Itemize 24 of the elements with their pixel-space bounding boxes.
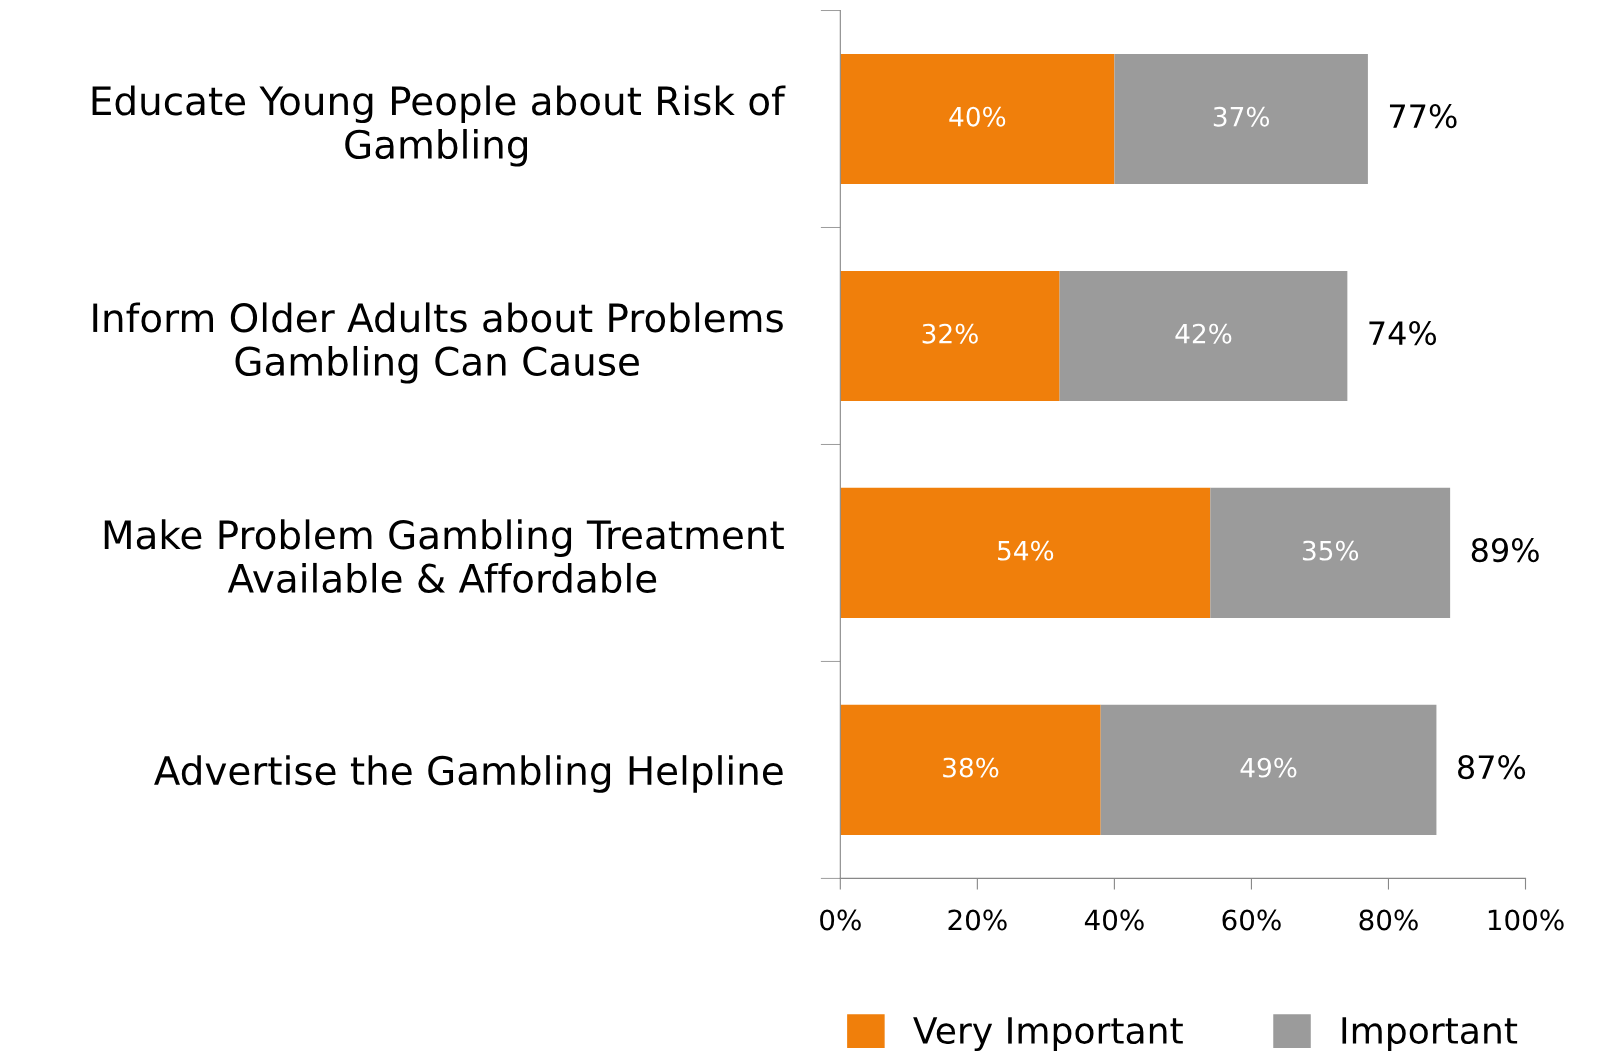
total-label: 77% [1389,104,1457,129]
data-label: 32% [922,323,978,344]
x-tick-label: 100% [1488,909,1564,931]
data-label: 35% [1302,540,1359,561]
x-tick-label: 60% [1222,909,1281,931]
data-label: 37% [1213,106,1270,127]
total-label: 87% [1458,755,1526,780]
data-label: 40% [949,106,1006,127]
legend-label: Very Important [913,1017,1183,1052]
y-tick-label: Inform Older Adults about Problems Gambling Can Cause [93,302,783,384]
data-label: 42% [1175,323,1232,344]
data-label: 54% [998,540,1054,561]
x-tick-label: 0% [820,909,861,931]
x-tick-label: 20% [948,909,1007,931]
legend-label: Important [1342,1017,1518,1052]
total-label: 89% [1471,538,1539,563]
data-label: 49% [1240,757,1297,778]
x-tick-label: 40% [1084,909,1144,931]
y-tick-label: Make Problem Gambling Treatment Available & Affordable [104,519,784,594]
x-tick-label: 80% [1359,909,1418,931]
total-label: 74% [1369,321,1437,346]
data-label: 38% [943,757,999,778]
y-tick-label: Educate Young People about Risk of Gambling [92,85,786,167]
y-tick-label: Advertise the Gambling Helpline [154,755,783,793]
